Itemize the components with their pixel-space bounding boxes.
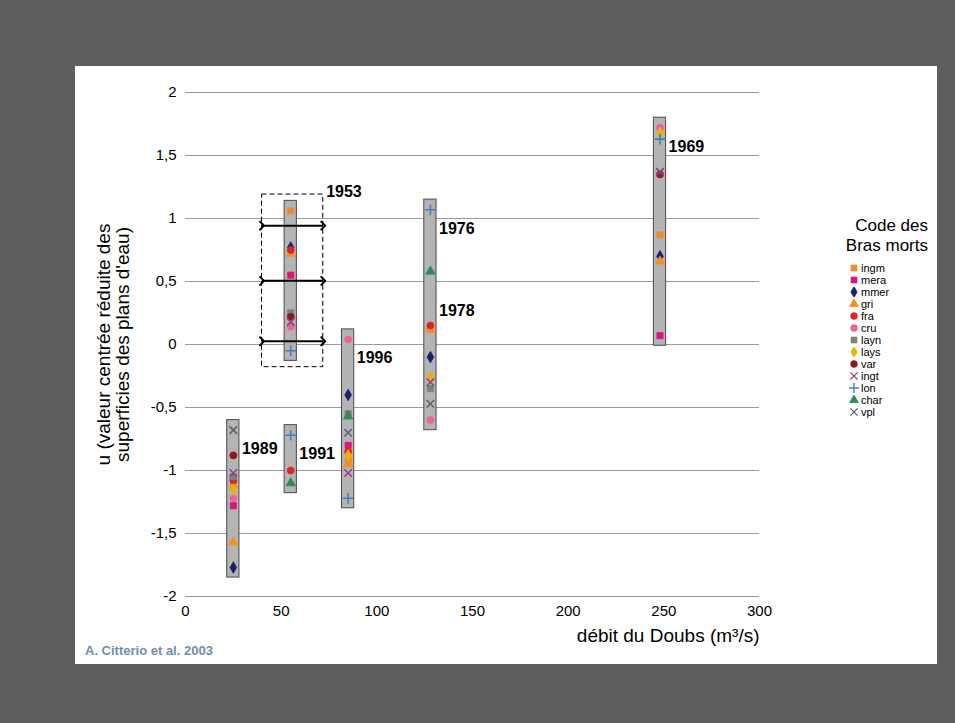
svg-text:1989: 1989 — [242, 440, 278, 457]
html-text:lon: lon — [861, 382, 876, 394]
html-text:vpl: vpl — [861, 406, 876, 418]
html-text:lays: lays — [861, 346, 881, 358]
svg-text:1976: 1976 — [439, 220, 475, 237]
html-text:Code des: Code des — [855, 216, 928, 235]
svg-text:0: 0 — [168, 335, 176, 352]
svg-text:1991: 1991 — [299, 445, 335, 462]
svg-text:1,5: 1,5 — [156, 146, 177, 163]
svg-text:-1,5: -1,5 — [151, 524, 177, 541]
svg-text:50: 50 — [273, 602, 290, 619]
html-text:layn: layn — [861, 334, 882, 346]
svg-text:2: 2 — [168, 83, 176, 100]
html-text:gri: gri — [861, 298, 874, 310]
html-text:mera: mera — [861, 274, 887, 286]
svg-text:1: 1 — [168, 209, 176, 226]
svg-text:u (valeur centrée réduite dess: u (valeur centrée réduite dessuperficies… — [93, 224, 133, 466]
html-text:fra: fra — [861, 310, 874, 322]
html-text:mmer: mmer — [861, 286, 890, 298]
svg-text:100: 100 — [364, 602, 389, 619]
svg-text:0: 0 — [181, 602, 189, 619]
svg-text:1978: 1978 — [439, 302, 475, 319]
svg-text:-2: -2 — [163, 587, 176, 604]
html-text:ingm: ingm — [861, 262, 885, 274]
html-text:A. Citterio et al. 2003: A. Citterio et al. 2003 — [85, 643, 213, 658]
html-text:var: var — [861, 358, 877, 370]
svg-text:1996: 1996 — [357, 349, 393, 366]
svg-text:250: 250 — [651, 602, 676, 619]
html-text:Bras morts: Bras morts — [845, 236, 928, 255]
svg-text:débit du Doubs (m³/s): débit du Doubs (m³/s) — [577, 625, 760, 646]
svg-text:0,5: 0,5 — [156, 272, 177, 289]
svg-text:-0,5: -0,5 — [151, 398, 177, 415]
svg-text:1953: 1953 — [326, 183, 362, 200]
svg-text:1969: 1969 — [669, 138, 705, 155]
html-text:char: char — [861, 394, 883, 406]
svg-text:-1: -1 — [163, 461, 176, 478]
svg-text:300: 300 — [747, 602, 772, 619]
html-text:cru: cru — [861, 322, 877, 334]
svg-text:200: 200 — [556, 602, 581, 619]
svg-text:150: 150 — [460, 602, 485, 619]
html-text:ingt: ingt — [861, 370, 879, 382]
